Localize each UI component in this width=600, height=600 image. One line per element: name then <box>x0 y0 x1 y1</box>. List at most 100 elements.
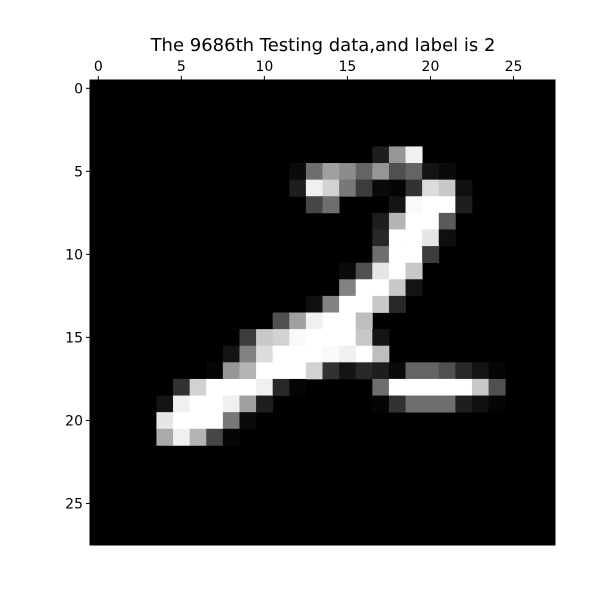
pixel-cell <box>305 312 323 330</box>
pixel-cell <box>438 229 456 247</box>
pixel-cell <box>405 395 423 413</box>
pixel-cell <box>405 163 423 181</box>
pixel-cell <box>239 395 257 413</box>
y-tick-label: 15 <box>65 330 83 346</box>
pixel-cell <box>305 362 323 380</box>
x-tick-label: 0 <box>94 59 103 75</box>
pixel-cell <box>422 179 440 197</box>
pixel-cell <box>339 329 357 347</box>
pixel-cell <box>322 329 340 347</box>
pixel-cell <box>455 196 473 214</box>
pixel-cell <box>272 345 290 363</box>
y-tick-label: 0 <box>74 81 83 97</box>
pixel-cell <box>422 229 440 247</box>
pixel-cell <box>388 246 406 264</box>
pixel-cell <box>388 146 406 164</box>
y-tick-label: 10 <box>65 247 83 263</box>
pixel-cell <box>388 163 406 181</box>
pixel-cell <box>405 229 423 247</box>
pixel-cell <box>388 179 406 197</box>
pixel-cell <box>422 212 440 230</box>
pixel-cell <box>355 295 373 313</box>
pixel-cell <box>372 163 390 181</box>
pixel-cell <box>422 246 440 264</box>
pixel-cell <box>189 378 207 396</box>
pixel-cell <box>405 262 423 280</box>
pixel-cell <box>372 279 390 297</box>
x-tick-label: 20 <box>422 59 440 75</box>
pixel-cell <box>388 212 406 230</box>
pixel-cell <box>322 196 340 214</box>
pixel-cell <box>388 378 406 396</box>
x-tick-label: 15 <box>338 59 356 75</box>
pixel-cell <box>488 395 506 413</box>
pixel-cell <box>405 279 423 297</box>
pixel-cell <box>405 378 423 396</box>
pixel-cell <box>388 196 406 214</box>
pixel-cell <box>305 329 323 347</box>
pixel-cell <box>372 362 390 380</box>
pixel-cell <box>339 362 357 380</box>
pixel-cell <box>289 329 307 347</box>
pixel-cell <box>372 378 390 396</box>
pixel-cell <box>305 163 323 181</box>
pixel-cell <box>322 362 340 380</box>
pixel-cell <box>339 279 357 297</box>
pixel-cell <box>372 329 390 347</box>
x-tick-label: 25 <box>505 59 523 75</box>
pixel-cell <box>388 279 406 297</box>
pixel-cell <box>305 295 323 313</box>
pixel-cell <box>422 395 440 413</box>
y-axis: 0 5 10 15 20 25 <box>65 81 90 512</box>
pixel-cell <box>438 212 456 230</box>
y-tick-label: 5 <box>74 164 83 180</box>
pixel-cell <box>339 312 357 330</box>
pixel-cell <box>289 378 307 396</box>
pixel-cell <box>272 362 290 380</box>
pixel-cell <box>305 196 323 214</box>
pixel-cell <box>339 262 357 280</box>
pixel-cell <box>355 179 373 197</box>
pixel-cell <box>455 378 473 396</box>
pixel-cell <box>372 146 390 164</box>
pixel-cell <box>355 262 373 280</box>
pixel-cell <box>322 295 340 313</box>
pixel-cell <box>189 395 207 413</box>
pixel-cell <box>488 378 506 396</box>
pixel-cell <box>471 378 489 396</box>
pixel-cell <box>372 345 390 363</box>
pixel-cell <box>339 345 357 363</box>
pixel-cell <box>256 362 274 380</box>
pixel-cell <box>405 146 423 164</box>
pixel-cell <box>289 345 307 363</box>
pixel-cell <box>405 362 423 380</box>
pixel-cell <box>355 279 373 297</box>
pixel-cell <box>405 212 423 230</box>
pixel-cell <box>156 428 174 446</box>
pixel-cell <box>438 378 456 396</box>
pixel-cell <box>471 362 489 380</box>
pixel-cell <box>156 412 174 430</box>
pixel-cell <box>455 179 473 197</box>
pixel-cell <box>289 163 307 181</box>
pixel-cell <box>372 229 390 247</box>
pixel-cell <box>471 395 489 413</box>
pixel-cell <box>289 312 307 330</box>
pixel-cell <box>222 428 240 446</box>
pixel-cell <box>222 362 240 380</box>
pixel-cell <box>339 179 357 197</box>
pixel-cell <box>222 378 240 396</box>
pixel-cell <box>189 412 207 430</box>
pixel-cell <box>173 412 191 430</box>
pixel-cell <box>355 345 373 363</box>
pixel-cell <box>222 395 240 413</box>
pixel-cell <box>339 295 357 313</box>
pixel-cell <box>222 345 240 363</box>
pixel-cell <box>305 179 323 197</box>
pixel-cell <box>372 179 390 197</box>
plot-frame <box>89 79 556 546</box>
pixel-cell <box>438 163 456 181</box>
pixel-cell <box>239 412 257 430</box>
pixel-cell <box>405 179 423 197</box>
pixel-cell <box>388 229 406 247</box>
